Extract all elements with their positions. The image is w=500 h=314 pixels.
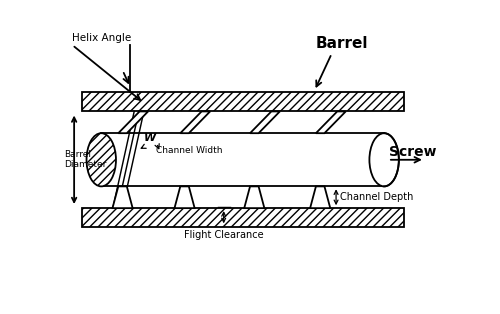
Polygon shape <box>244 187 264 208</box>
Polygon shape <box>180 111 210 133</box>
Bar <box>82 92 404 111</box>
Ellipse shape <box>86 133 116 187</box>
Bar <box>101 133 384 187</box>
Text: Channel Depth: Channel Depth <box>340 192 413 202</box>
Polygon shape <box>118 111 148 133</box>
Text: Helix Angle: Helix Angle <box>72 33 132 42</box>
Text: Channel Width: Channel Width <box>156 146 223 155</box>
Text: W: W <box>144 133 156 143</box>
Text: Barrel: Barrel <box>316 36 368 51</box>
Bar <box>82 208 404 227</box>
Text: Flight Clearance: Flight Clearance <box>184 230 264 240</box>
Polygon shape <box>316 111 346 133</box>
Polygon shape <box>250 111 280 133</box>
Polygon shape <box>310 187 330 208</box>
Polygon shape <box>174 187 195 208</box>
Ellipse shape <box>370 133 399 187</box>
Text: Barrel
Diameter: Barrel Diameter <box>64 150 107 170</box>
Text: Screw: Screw <box>389 144 436 159</box>
Polygon shape <box>112 187 132 208</box>
